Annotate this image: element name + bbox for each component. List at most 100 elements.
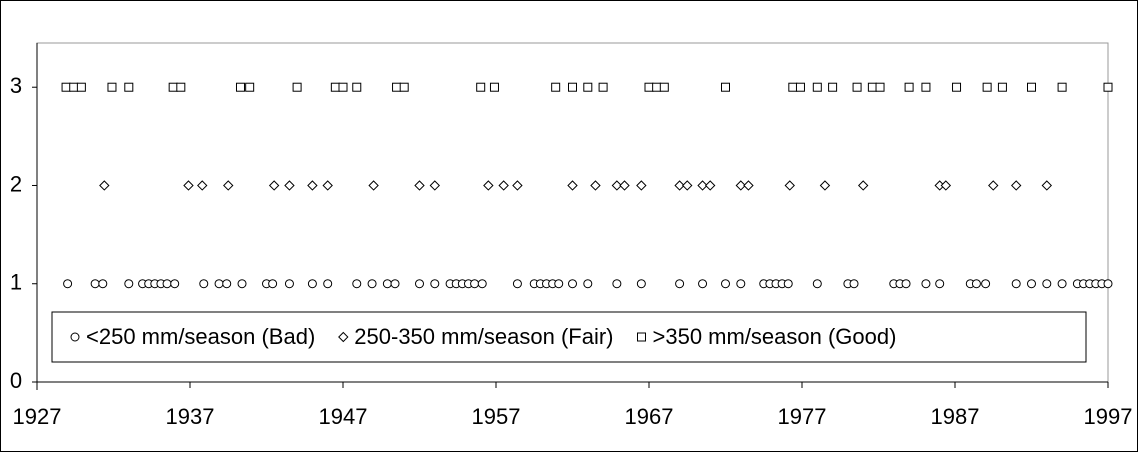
point (736, 279, 746, 289)
point (997, 82, 1007, 92)
point (268, 279, 278, 289)
point (612, 279, 622, 289)
point (170, 279, 180, 289)
point (783, 279, 793, 289)
point (721, 279, 730, 289)
point (307, 279, 317, 289)
point (828, 82, 838, 92)
point (368, 180, 379, 191)
legend-marker (338, 331, 349, 343)
point (367, 279, 377, 289)
point (1027, 279, 1036, 289)
point (952, 82, 962, 92)
x-tick-label: 1997 (1084, 404, 1133, 429)
point (904, 82, 914, 92)
point (429, 180, 441, 191)
point (237, 279, 247, 289)
x-tick-label: 1977 (778, 404, 827, 429)
x-tick-label: 1927 (13, 404, 62, 429)
point (338, 82, 348, 92)
y-tick-label: 1 (10, 270, 22, 295)
x-tick-label: 1947 (319, 404, 368, 429)
point (598, 82, 608, 92)
point (476, 82, 486, 92)
point (414, 180, 425, 191)
point (162, 279, 172, 289)
point (124, 82, 134, 92)
point (498, 180, 509, 191)
point (867, 82, 877, 92)
point (819, 180, 831, 191)
point (284, 279, 294, 289)
point (392, 82, 402, 92)
point (812, 279, 822, 289)
point (382, 279, 392, 289)
point (322, 180, 333, 191)
point (583, 279, 593, 289)
y-tick-label: 0 (10, 368, 22, 393)
point (971, 279, 981, 289)
point (743, 180, 754, 191)
point (222, 279, 232, 289)
point (857, 180, 869, 191)
point (988, 180, 999, 191)
point (982, 82, 992, 92)
point (63, 279, 73, 289)
x-tick-label: 1957 (472, 404, 521, 429)
point (849, 279, 859, 289)
point (567, 180, 578, 191)
point (675, 279, 685, 289)
point (940, 180, 952, 191)
point (197, 180, 208, 191)
point (90, 279, 100, 289)
point (292, 82, 302, 92)
x-tick-label: 1937 (166, 404, 215, 429)
point (619, 180, 630, 191)
point (659, 82, 669, 92)
point (698, 279, 708, 289)
point (875, 82, 885, 92)
x-tick-label: 1967 (625, 404, 674, 429)
legend-label: <250 mm/season (Bad) (86, 324, 315, 349)
point (268, 180, 280, 191)
point (512, 180, 523, 191)
point (1010, 180, 1022, 191)
x-tick-label: 1987 (931, 404, 980, 429)
point (352, 279, 362, 289)
legend-label: >350 mm/season (Good) (653, 324, 897, 349)
point (1041, 180, 1053, 191)
point (784, 180, 795, 191)
point (554, 279, 564, 289)
point (483, 180, 494, 191)
point (199, 279, 209, 289)
point (352, 82, 362, 92)
point (512, 279, 522, 289)
point (307, 180, 318, 191)
legend-label: 250-350 mm/season (Fair) (354, 324, 613, 349)
point (682, 180, 693, 191)
point (981, 279, 991, 289)
point (590, 180, 601, 191)
point (583, 82, 593, 92)
point (652, 82, 662, 92)
point (921, 82, 931, 92)
point (477, 279, 487, 289)
y-tick-label: 2 (10, 171, 22, 196)
point (1103, 82, 1113, 92)
point (1042, 279, 1052, 289)
point (935, 279, 945, 289)
point (1057, 279, 1067, 289)
legend-marker (70, 332, 80, 342)
point (430, 279, 440, 289)
point (390, 279, 400, 289)
point (223, 180, 234, 191)
point (551, 82, 561, 92)
point (721, 82, 730, 92)
point (168, 82, 178, 92)
point (245, 82, 255, 92)
point (1103, 279, 1113, 289)
point (76, 82, 86, 92)
y-tick-label: 3 (10, 73, 22, 98)
point (901, 279, 911, 289)
